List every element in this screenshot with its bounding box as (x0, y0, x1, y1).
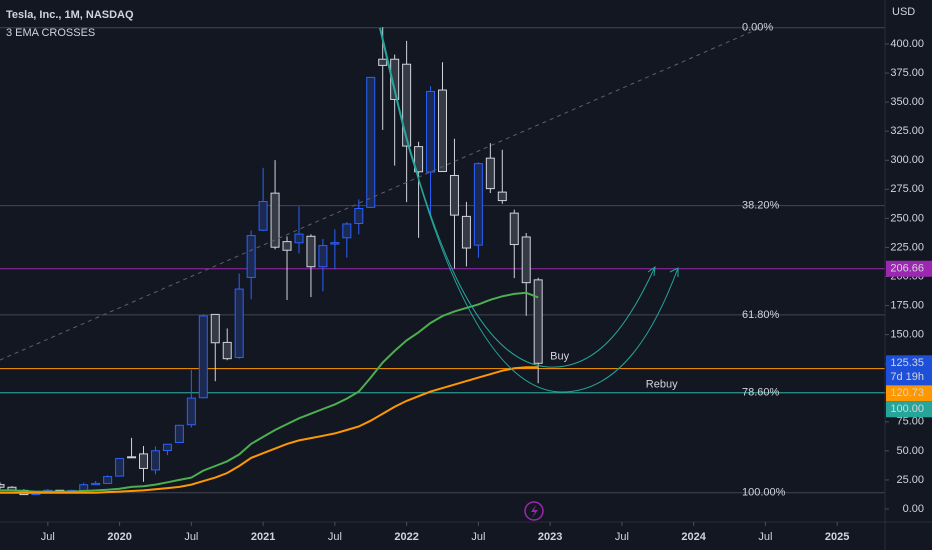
candle-body (509, 212, 519, 246)
candle-body (366, 76, 376, 208)
candle-body (390, 58, 400, 100)
y-axis-unit: USD (892, 6, 915, 18)
arrowheads (647, 265, 679, 277)
candle-body (198, 315, 208, 399)
lightning-bolt (531, 505, 538, 518)
countdown-label: 7d 19h (890, 371, 924, 383)
x-tick-label: 2025 (825, 531, 849, 543)
candle-body (150, 450, 160, 471)
candle-body (330, 242, 340, 245)
plot-area (0, 27, 885, 496)
fib-label: 78.60% (742, 387, 780, 399)
candle-body (342, 223, 352, 239)
candle-body (294, 233, 304, 244)
candle-body (258, 201, 268, 231)
price-label-bg (886, 401, 932, 418)
candle-body (115, 458, 125, 477)
y-tick-label: 225.00 (890, 241, 924, 253)
candle-body (103, 476, 113, 484)
price-label: 120.73 (890, 387, 924, 399)
candle-body (79, 484, 89, 491)
candle-body (186, 397, 196, 426)
candle-body (282, 241, 292, 251)
candle-body (174, 424, 184, 444)
y-tick-label: 250.00 (890, 212, 924, 224)
candle-body (318, 245, 328, 268)
chart-title: Tesla, Inc., 1M, NASDAQ (6, 9, 134, 21)
y-tick-label: 350.00 (890, 96, 924, 108)
price-label-bg (886, 385, 932, 402)
price-label-bg (886, 355, 932, 386)
fib-label: 0.00% (742, 22, 773, 34)
price-label: 100.00 (890, 403, 924, 415)
trend-line (0, 27, 761, 361)
y-tick-label: 150.00 (890, 329, 924, 341)
y-tick-label: 75.00 (896, 416, 924, 428)
candle-body (246, 235, 256, 278)
fib-label: 100.00% (742, 487, 786, 499)
y-tick-label: 0.00 (903, 503, 924, 515)
x-tick-label: 2023 (538, 531, 562, 543)
candle-body (461, 215, 471, 249)
candle-body (127, 456, 137, 459)
x-tick-label: Jul (758, 531, 772, 543)
candle-body (414, 146, 424, 173)
y-tick-label: 275.00 (890, 183, 924, 195)
x-tick-label: Jul (471, 531, 485, 543)
candle-body (210, 313, 220, 344)
x-tick-label: 2024 (681, 531, 706, 543)
y-tick-label: 50.00 (896, 445, 924, 457)
candle-body (354, 207, 364, 224)
candle-body (449, 174, 459, 216)
fib-label: 38.20% (742, 199, 780, 211)
y-tick-label: 300.00 (890, 154, 924, 166)
price-label: 206.66 (890, 263, 924, 275)
candle-body (270, 192, 280, 248)
y-tick-label: 400.00 (890, 38, 924, 50)
x-tick-label: Jul (41, 531, 55, 543)
candle-body (222, 341, 232, 360)
candle-body (306, 235, 316, 268)
candle-body (378, 58, 388, 66)
x-tick-label: 2020 (107, 531, 131, 543)
candle-body (473, 163, 483, 246)
candle-body (91, 482, 101, 486)
candle-body (485, 157, 495, 190)
y-tick-label: 325.00 (890, 125, 924, 137)
fib-label: 61.80% (742, 309, 780, 321)
annotation: Rebuy (646, 379, 678, 391)
candle-body (402, 63, 412, 147)
ema-line (0, 291, 539, 493)
price-label: 125.35 (890, 357, 924, 369)
price-label-bg (886, 260, 932, 277)
x-tick-label: 2022 (394, 531, 418, 543)
candle-body (162, 443, 172, 452)
candle-body (497, 191, 507, 202)
ema-line (0, 366, 539, 494)
x-tick-label: 2021 (251, 531, 275, 543)
candle-body (438, 89, 447, 173)
candle-body (139, 453, 149, 469)
x-tick-label: Jul (184, 531, 198, 543)
candle-body (426, 90, 436, 173)
x-tick-label: Jul (615, 531, 629, 543)
chart-subtitle: 3 EMA CROSSES (6, 27, 95, 39)
candle-body (0, 484, 5, 488)
lightning-icon[interactable] (524, 501, 544, 521)
y-tick-label: 375.00 (890, 67, 924, 79)
candle-body (533, 279, 543, 364)
y-tick-label: 25.00 (896, 474, 924, 486)
drawn-curve (379, 27, 679, 393)
candle-body (234, 288, 244, 359)
x-tick-label: Jul (328, 531, 342, 543)
y-tick-label: 175.00 (890, 299, 924, 311)
candle-body (521, 236, 531, 284)
annotation: Buy (550, 351, 569, 363)
